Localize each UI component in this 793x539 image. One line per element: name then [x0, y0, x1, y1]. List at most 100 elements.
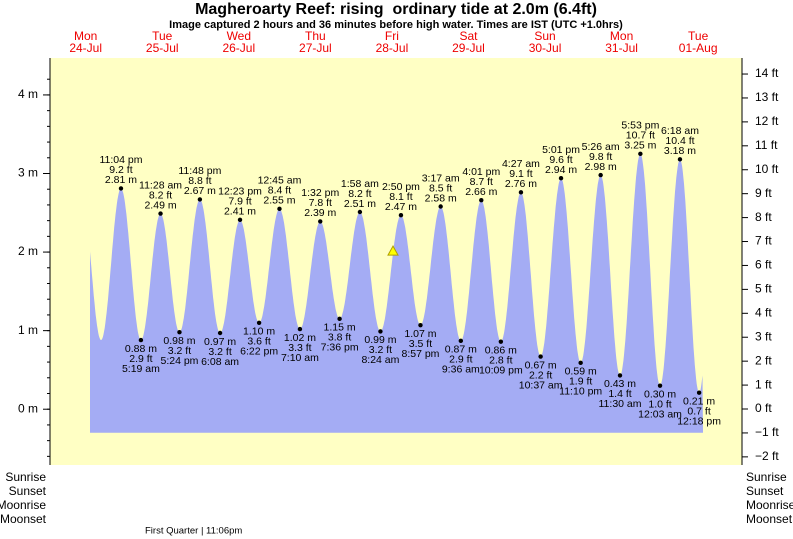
event-label: 1.0 ft — [648, 398, 671, 410]
y-tick-label: 0 m — [18, 401, 38, 415]
event-label: 7.9 ft — [228, 196, 251, 208]
y-tick-label: 4 m — [18, 87, 38, 101]
event-label: 7:10 am — [281, 352, 319, 364]
event-label: 3.2 ft — [168, 345, 191, 357]
tide-point — [217, 330, 223, 336]
row-label: Sunrise — [746, 470, 787, 484]
y2-tick-label: 7 ft — [755, 234, 772, 248]
event-label: 8:57 pm — [401, 348, 439, 360]
chart-subtitle: Image captured 2 hours and 36 minutes be… — [169, 19, 623, 31]
event-label: 0.30 m — [644, 388, 676, 400]
event-label: 0.97 m — [204, 336, 236, 348]
tide-point — [277, 206, 282, 212]
event-label: 3.2 ft — [369, 344, 392, 356]
event-label: 2.58 m — [425, 192, 457, 204]
day-date: 30-Jul — [529, 41, 562, 55]
row-label: Moonset — [0, 512, 47, 526]
y2-tick-label: 6 ft — [755, 258, 772, 272]
event-label: 5:53 pm — [621, 120, 659, 132]
event-label: 3:17 am — [422, 172, 460, 184]
day-weekday: Sat — [459, 29, 478, 43]
row-label: Moonset — [746, 512, 793, 526]
event-label: 2.66 m — [465, 186, 497, 198]
y-tick-label: 2 m — [18, 244, 38, 258]
event-label: 3.18 m — [664, 145, 696, 157]
event-label: 9.1 ft — [509, 168, 532, 180]
y2-tick-label: 14 ft — [755, 66, 779, 80]
day-weekday: Mon — [74, 29, 97, 43]
tide-point — [498, 339, 504, 344]
tide-point — [337, 316, 342, 322]
event-label: 3.8 ft — [328, 332, 351, 344]
event-label: 1.07 m — [404, 328, 436, 340]
tide-point — [479, 198, 484, 203]
event-label: 2.76 m — [505, 178, 537, 190]
event-label: 12:18 pm — [677, 415, 721, 427]
y2-tick-label: 4 ft — [755, 305, 772, 319]
day-date: 01-Aug — [679, 41, 718, 55]
event-label: 2.9 ft — [129, 353, 152, 365]
moon-note: First Quarter | 11:06pm — [145, 526, 242, 537]
tide-area — [90, 153, 703, 433]
event-label: 2.41 m — [224, 206, 256, 218]
tide-point — [357, 209, 363, 215]
tide-point — [138, 337, 144, 343]
event-label: 11:48 pm — [178, 165, 221, 177]
event-label: 11:30 am — [599, 398, 642, 410]
event-label: 2.81 m — [105, 174, 137, 186]
y2-tick-label: 0 ft — [755, 401, 772, 415]
event-label: 5:26 am — [582, 141, 620, 153]
now-marker — [387, 245, 399, 256]
event-label: 12:03 am — [638, 408, 682, 420]
event-label: 4:27 am — [502, 158, 540, 170]
y2-tick-label: 2 ft — [755, 353, 772, 367]
tide-point — [398, 212, 404, 218]
tide-point — [617, 373, 623, 378]
event-label: 9.2 ft — [109, 164, 132, 176]
event-label: 2.9 ft — [449, 354, 472, 366]
y2-tick-label: 5 ft — [755, 282, 772, 296]
event-label: 12:23 pm — [218, 186, 262, 198]
event-label: 8.1 ft — [389, 191, 412, 203]
day-date: 25-Jul — [146, 41, 179, 55]
event-label: 2.47 m — [385, 201, 417, 213]
event-label: 8.4 ft — [268, 185, 291, 197]
tide-point — [237, 217, 243, 223]
event-label: 9.8 ft — [589, 151, 612, 163]
event-label: 0.99 m — [364, 334, 396, 346]
tide-point — [558, 176, 564, 181]
day-weekday: Fri — [385, 29, 399, 43]
tide-point — [638, 151, 643, 157]
day-date: 28-Jul — [376, 41, 409, 55]
row-label: Sunset — [746, 484, 784, 498]
day-date: 31-Jul — [605, 41, 638, 55]
event-label: 10:37 am — [519, 379, 563, 391]
tide-point — [197, 197, 203, 202]
y2-tick-label: 9 ft — [755, 186, 772, 200]
event-label: 0.67 m — [525, 359, 557, 371]
event-label: 1.02 m — [284, 332, 316, 344]
event-label: 11:10 pm — [559, 386, 602, 398]
day-weekday: Mon — [610, 29, 633, 43]
event-label: 6:18 am — [661, 125, 699, 137]
event-label: 12:45 am — [258, 175, 302, 187]
tide-point — [518, 190, 524, 195]
event-label: 2.39 m — [304, 207, 336, 219]
event-label: 1.9 ft — [569, 376, 592, 388]
event-label: 3.2 ft — [208, 346, 231, 358]
event-label: 0.86 m — [485, 344, 517, 356]
event-label: 0.59 m — [565, 366, 597, 378]
event-label: 2.49 m — [144, 199, 176, 211]
tide-point — [118, 186, 124, 191]
tide-point — [677, 157, 683, 162]
event-label: 11:04 pm — [99, 154, 142, 166]
event-label: 1.10 m — [243, 326, 275, 338]
tide-point — [458, 338, 464, 344]
tide-point — [598, 172, 603, 178]
event-label: 3.25 m — [624, 140, 656, 152]
day-weekday: Wed — [227, 29, 251, 43]
tide-point — [538, 354, 543, 359]
tide-point — [578, 360, 583, 366]
y2-tick-label: 1 ft — [755, 377, 772, 391]
event-label: 8.8 ft — [188, 175, 211, 187]
